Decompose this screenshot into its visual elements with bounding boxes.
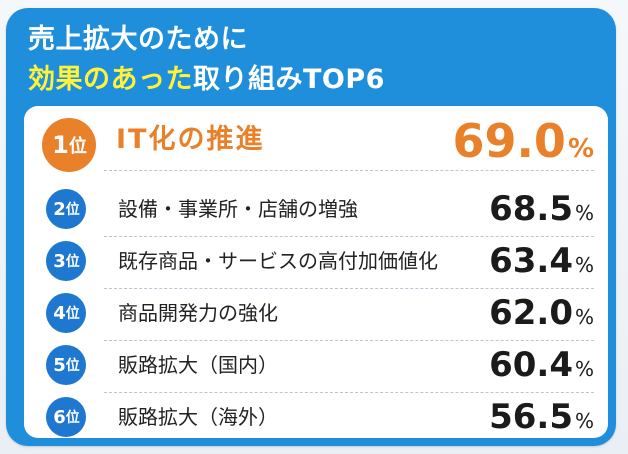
title-rest: 取り組みTOP6 <box>193 64 385 95</box>
rank-label: 販路拡大（国内） <box>118 353 278 377</box>
row-divider <box>104 170 594 171</box>
rank-number: 2 <box>53 198 65 220</box>
value-number: 69.0 <box>452 114 566 168</box>
row-divider <box>104 392 594 393</box>
rank-label: 商品開発力の強化 <box>118 301 278 325</box>
rank-unit: 位 <box>65 254 80 270</box>
rank-label: 設備・事業所・店舗の増強 <box>118 197 358 221</box>
rank-value: 63.4% <box>489 240 594 286</box>
value-number: 56.5 <box>489 397 573 437</box>
rank-unit: 位 <box>65 202 80 218</box>
rank-label: 既存商品・サービスの高付加価値化 <box>118 249 438 273</box>
rank-value: 60.4% <box>489 344 594 390</box>
value-number: 60.4 <box>489 345 573 385</box>
rank-value: 62.0% <box>489 292 594 338</box>
row-divider <box>104 340 594 341</box>
title-highlight: 効果のあった <box>28 64 193 95</box>
rank-number: 5 <box>53 354 65 376</box>
ranking-row: 6 位 販路拡大（海外） 56.5% <box>24 390 608 442</box>
ranking-row: 3 位 既存商品・サービスの高付加価値化 63.4% <box>24 234 608 289</box>
rank-number: 4 <box>53 302 65 324</box>
value-number: 63.4 <box>489 241 573 281</box>
percent-sign: % <box>574 357 594 381</box>
card-title: 売上拡大のために 効果のあった取り組みTOP6 <box>28 20 385 100</box>
ranking-row: 1 位 IT化の推進 69.0% <box>24 114 608 172</box>
title-line-1: 売上拡大のために <box>28 24 248 55</box>
rank-number: 1 <box>52 131 69 159</box>
row-divider <box>104 236 594 237</box>
rank-number: 6 <box>53 406 65 428</box>
ranking-card: 売上拡大のために 効果のあった取り組みTOP6 1 位 IT化の推進 69.0% 2 位設… <box>6 8 616 446</box>
percent-sign: % <box>574 305 594 329</box>
percent-sign: % <box>574 201 594 225</box>
percent-sign: % <box>574 253 594 277</box>
ranking-row: 2 位 設備・事業所・店舗の増強 68.5% <box>24 182 608 237</box>
ranking-row: 5 位 販路拡大（国内） 60.4% <box>24 338 608 393</box>
row-divider <box>104 288 594 289</box>
rank-unit: 位 <box>65 410 80 426</box>
percent-sign: % <box>574 409 594 433</box>
rank-label: IT化の推進 <box>116 124 265 155</box>
rank-value: 69.0% <box>452 114 594 176</box>
rank-number: 3 <box>53 250 65 272</box>
value-number: 68.5 <box>489 189 573 229</box>
rank-value: 68.5% <box>489 188 594 234</box>
rank-unit: 位 <box>65 306 80 322</box>
percent-sign: % <box>567 134 594 164</box>
ranking-list: 1 位 IT化の推進 69.0% 2 位設備・事業所・店舗の増強 68.5% 3 位既存商品・サ… <box>24 106 608 438</box>
title-line-2: 効果のあった取り組みTOP6 <box>28 60 385 100</box>
rank-label: 販路拡大（海外） <box>118 405 278 429</box>
rank-value: 56.5% <box>489 396 594 442</box>
rank-unit: 位 <box>68 136 87 157</box>
rank-unit: 位 <box>65 358 80 374</box>
ranking-row: 4 位 商品開発力の強化 62.0% <box>24 286 608 341</box>
value-number: 62.0 <box>489 293 573 333</box>
